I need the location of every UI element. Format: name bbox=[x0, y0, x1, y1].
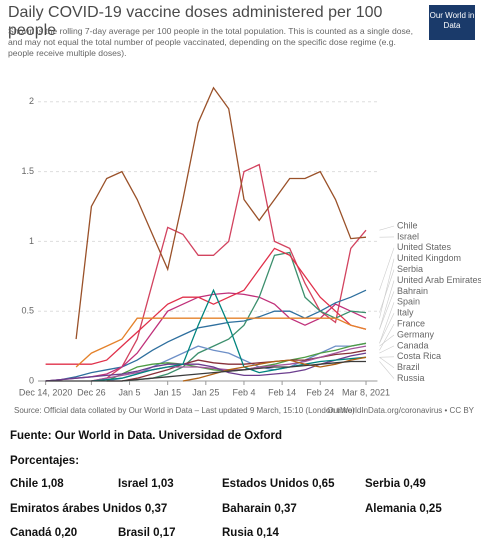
note-item: Chile 1,08 bbox=[10, 478, 64, 490]
note-item: Alemania 0,25 bbox=[365, 503, 442, 515]
x-tick-label: Feb 14 bbox=[268, 387, 296, 397]
chart-title: Daily COVID-19 vaccine doses administere… bbox=[8, 4, 383, 39]
series-line bbox=[45, 360, 366, 382]
note-item: Emiratos árabes Unidos 0,37 bbox=[10, 503, 168, 515]
y-tick-label: 0 bbox=[29, 375, 34, 385]
y-tick-label: 2 bbox=[29, 96, 34, 106]
legend-connector bbox=[379, 302, 395, 344]
legend-connector bbox=[379, 357, 395, 368]
legend-connector bbox=[379, 269, 395, 313]
note-item: Israel 1,03 bbox=[118, 478, 174, 490]
y-tick-label: 0.5 bbox=[21, 306, 34, 316]
legend-label: United Kingdom bbox=[397, 253, 461, 263]
legend-label: Israel bbox=[397, 231, 419, 241]
series-line bbox=[121, 251, 367, 382]
note-item: Rusia 0,14 bbox=[222, 527, 279, 539]
x-tick-label: Jan 15 bbox=[154, 387, 181, 397]
x-tick-label: Mar 8, 2021 bbox=[342, 387, 390, 397]
legend-connector bbox=[379, 361, 395, 379]
legend-label: United States bbox=[397, 242, 452, 252]
legend-label: Canada bbox=[397, 340, 429, 350]
note-item: Baharain 0,37 bbox=[222, 503, 297, 515]
note-item: Estados Unidos 0,65 bbox=[222, 478, 335, 490]
legend-connector bbox=[379, 291, 395, 330]
legend-connector bbox=[379, 280, 395, 330]
legend-label: Germany bbox=[397, 329, 435, 339]
note-item: Canadá 0,20 bbox=[10, 527, 78, 539]
x-tick-label: Feb 4 bbox=[232, 387, 255, 397]
legend-label: Spain bbox=[397, 297, 420, 307]
series-line bbox=[182, 356, 367, 382]
note-item: Brasil 0,17 bbox=[118, 527, 176, 539]
legend-label: United Arab Emirates bbox=[397, 275, 481, 285]
series-line bbox=[45, 247, 367, 365]
legend-label: Chile bbox=[397, 220, 418, 230]
x-tick-label: Dec 14, 2020 bbox=[19, 387, 73, 397]
legend-label: Brazil bbox=[397, 362, 420, 372]
x-tick-label: Dec 26 bbox=[77, 387, 106, 397]
series-line bbox=[45, 352, 367, 382]
chart: Source: Official data collated by Our Wo… bbox=[14, 86, 481, 415]
series-line bbox=[91, 163, 367, 382]
chart-subtitle: Shown is the rolling 7-day average per 1… bbox=[8, 26, 413, 58]
series-line bbox=[91, 288, 367, 382]
legend-connector bbox=[379, 225, 395, 231]
x-tick-label: Jan 5 bbox=[119, 387, 141, 397]
legend-connector bbox=[379, 334, 395, 347]
note-item: Serbia 0,49 bbox=[365, 478, 426, 490]
legend-connector bbox=[379, 323, 395, 351]
legend-label: Serbia bbox=[397, 264, 423, 274]
series-line bbox=[75, 86, 367, 340]
y-tick-label: 1 bbox=[29, 236, 34, 246]
credit: OurWorldInData.org/coronavirus • CC BY bbox=[327, 406, 474, 415]
source: Source: Official data collated by Our Wo… bbox=[14, 406, 355, 415]
y-tick-label: 1.5 bbox=[21, 166, 34, 176]
legend-label: Russia bbox=[397, 373, 425, 383]
x-tick-label: Feb 24 bbox=[306, 387, 334, 397]
series-line bbox=[75, 317, 367, 368]
legend-label: France bbox=[397, 318, 425, 328]
legend-connector bbox=[379, 258, 395, 319]
legend-connector bbox=[379, 345, 395, 354]
series-line bbox=[45, 292, 367, 382]
logo: Our World in Data bbox=[429, 5, 475, 40]
legend-connector bbox=[379, 247, 395, 291]
legend-label: Italy bbox=[397, 308, 414, 318]
legend-label: Bahrain bbox=[397, 286, 428, 296]
note-source: Fuente: Our World in Data. Universidad d… bbox=[10, 430, 282, 442]
series-line bbox=[45, 289, 367, 382]
note-heading: Porcentajes: bbox=[10, 455, 80, 467]
legend-label: Costa Rica bbox=[397, 351, 441, 361]
legend-connector bbox=[379, 313, 395, 344]
x-tick-label: Jan 25 bbox=[192, 387, 219, 397]
